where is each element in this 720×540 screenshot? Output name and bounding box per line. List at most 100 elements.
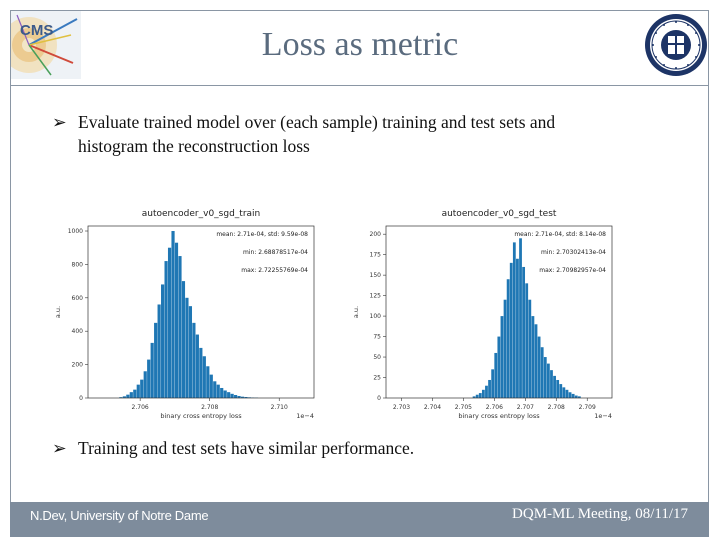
- y-tick-label: 75: [373, 334, 381, 341]
- histogram-bar: [150, 342, 154, 398]
- y-tick-label: 0: [79, 395, 83, 402]
- stats-annotation: max: 2.72255769e-04: [241, 267, 308, 274]
- histogram-bar: [147, 359, 151, 398]
- histogram-bar: [472, 396, 476, 398]
- histogram-bar: [157, 304, 161, 398]
- histogram-bar: [543, 357, 547, 398]
- histogram-bar: [230, 393, 234, 398]
- y-axis-label: a.u.: [352, 306, 360, 318]
- histogram-bar: [525, 283, 529, 398]
- histogram-bar: [129, 392, 133, 398]
- x-tick-label: 2.708: [201, 404, 218, 411]
- histogram-bar: [240, 396, 245, 398]
- histogram-bar: [481, 389, 485, 398]
- histogram-bar: [140, 379, 144, 398]
- x-tick-label: 2.705: [455, 404, 472, 411]
- bullet-arrow-icon: ➢: [52, 438, 67, 458]
- histogram-bar: [559, 384, 563, 398]
- histogram-bar: [509, 262, 513, 398]
- histogram-bar: [519, 238, 522, 398]
- histogram-bar: [550, 370, 553, 398]
- histogram-bar: [497, 336, 501, 398]
- histogram-bar: [181, 281, 186, 398]
- plot-frame: [87, 225, 315, 399]
- histogram-bar: [199, 347, 203, 398]
- y-tick-label: 100: [370, 313, 382, 320]
- bullet-1: ➢ Evaluate trained model over (each samp…: [52, 110, 555, 158]
- y-tick-label: 600: [72, 295, 84, 302]
- histogram-bar: [571, 393, 575, 398]
- histogram-bar: [534, 324, 538, 398]
- bullet-1-line-1: Evaluate trained model over (each sample…: [78, 112, 556, 132]
- y-tick-label: 800: [72, 261, 84, 268]
- histogram-bar: [178, 256, 182, 398]
- x-tick-label: 2.706: [132, 404, 149, 411]
- histogram-bar: [188, 306, 193, 398]
- histogram-bar: [192, 322, 196, 398]
- x-offset-text: 1e−4: [594, 412, 612, 420]
- y-tick-label: 50: [373, 354, 381, 361]
- stats-annotation: min: 2.70302413e-04: [541, 249, 606, 256]
- histogram-bar: [485, 385, 488, 398]
- histogram-bar: [528, 299, 532, 398]
- chart-title: autoencoder_v0_sgd_test: [442, 209, 557, 219]
- chart-title: autoencoder_v0_sgd_train: [142, 209, 261, 219]
- svg-text:CMS: CMS: [20, 22, 53, 39]
- histogram-bar: [206, 366, 210, 398]
- histogram-bar: [577, 396, 581, 398]
- histogram-bar: [553, 375, 556, 398]
- x-tick-label: 2.709: [579, 404, 596, 411]
- histogram-bar: [237, 395, 241, 398]
- histogram-bar: [213, 381, 217, 398]
- histogram-bar: [119, 397, 123, 398]
- y-tick-label: 200: [370, 231, 382, 238]
- histogram-bar: [220, 387, 224, 398]
- histogram-bar: [143, 371, 147, 398]
- histogram-bar: [126, 394, 130, 398]
- histogram-bar: [512, 242, 516, 398]
- plot-frame: [385, 225, 613, 399]
- x-axis-label: binary cross entropy loss: [160, 412, 242, 420]
- histogram-bar: [223, 390, 227, 398]
- footer-meeting: DQM-ML Meeting, 08/11/17: [512, 506, 688, 522]
- x-tick-label: 2.704: [424, 404, 441, 411]
- histogram-bar: [494, 352, 498, 398]
- slide-title: Loss as metric: [261, 26, 459, 63]
- histogram-bar: [227, 392, 231, 398]
- histogram-bar: [488, 379, 491, 398]
- histogram-bar: [171, 231, 175, 398]
- notre-dame-seal: [645, 14, 707, 76]
- histogram-bar: [531, 316, 535, 398]
- y-tick-label: 200: [72, 362, 84, 369]
- histogram-bar: [161, 284, 165, 398]
- x-tick-label: 2.707: [517, 404, 534, 411]
- histogram-bar: [562, 387, 566, 398]
- histogram-bar: [506, 279, 510, 398]
- histogram-bar: [154, 322, 158, 398]
- histogram-bar: [500, 316, 504, 398]
- histogram-bar: [202, 356, 206, 398]
- histogram-bar: [122, 396, 126, 398]
- bullet-arrow-icon: ➢: [52, 112, 67, 132]
- histogram-bar: [574, 395, 578, 398]
- histogram-bar: [174, 242, 179, 398]
- y-tick-label: 125: [370, 293, 382, 300]
- histogram-bar: [244, 396, 248, 398]
- histogram-bar: [164, 261, 168, 398]
- stats-annotation: max: 2.70982957e-04: [539, 267, 606, 274]
- y-tick-label: 400: [72, 328, 84, 335]
- histogram-bar: [540, 347, 544, 398]
- bullet-2: ➢ Training and test sets have similar pe…: [52, 436, 414, 460]
- histogram-bar: [522, 266, 526, 398]
- bullet-2-line-1: Training and test sets have similar perf…: [78, 438, 415, 458]
- stats-annotation: mean: 2.71e-04, std: 9.59e-08: [216, 231, 308, 238]
- title-divider: [10, 85, 709, 86]
- histogram-bar: [209, 374, 213, 398]
- histogram-bar: [568, 392, 572, 398]
- y-tick-label: 1000: [68, 228, 83, 235]
- histogram-bar: [556, 379, 560, 398]
- x-tick-label: 2.710: [271, 404, 288, 411]
- x-offset-text: 1e−4: [296, 412, 314, 420]
- histogram-bar: [185, 297, 189, 398]
